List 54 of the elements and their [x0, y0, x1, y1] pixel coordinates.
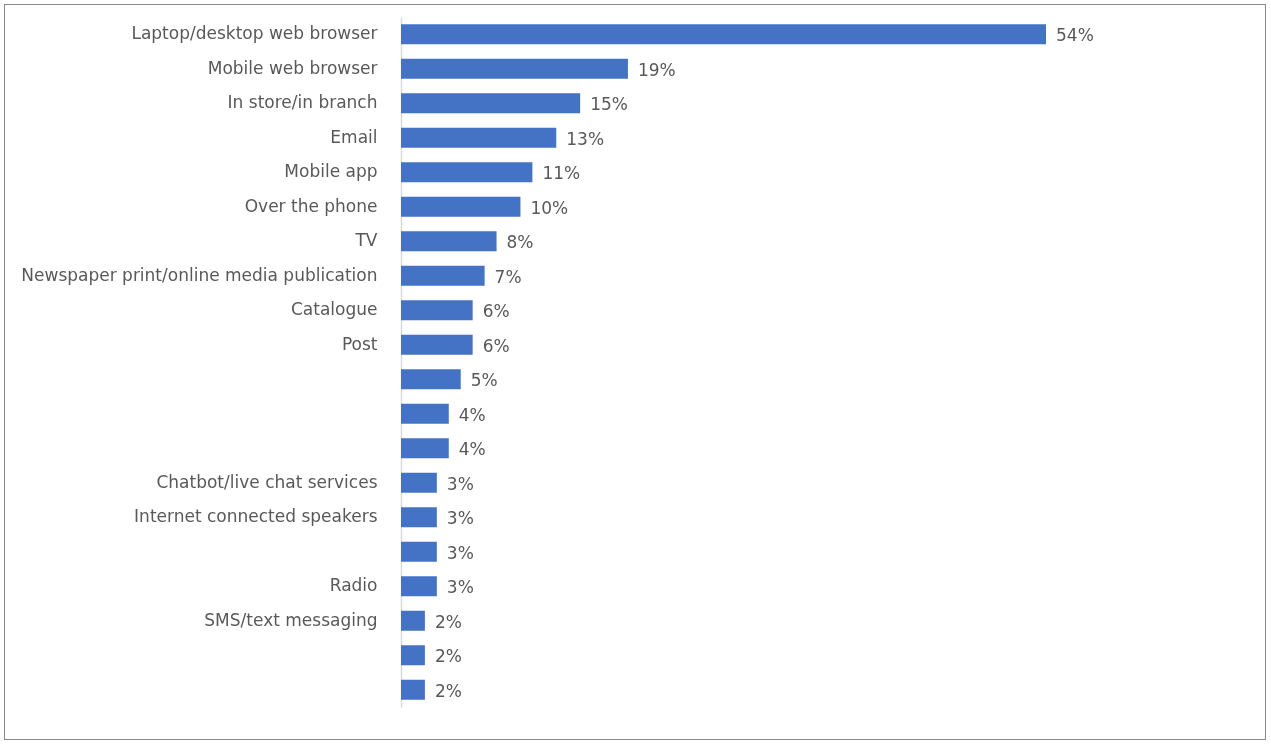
y-tick-label: Mobile app: [284, 161, 378, 182]
bar: [401, 403, 449, 424]
y-tick-label: Chatbot/live chat services: [156, 471, 378, 492]
data-label: 11%: [542, 163, 581, 184]
bar: [401, 196, 521, 217]
bar: [401, 231, 497, 252]
y-tick-label: Over the phone: [244, 195, 378, 216]
y-tick-label: Catalogue: [290, 299, 378, 320]
y-tick-label: Radio: [329, 575, 378, 596]
data-label: 3%: [446, 473, 474, 494]
data-label: 3%: [446, 542, 474, 563]
bar: [401, 610, 425, 631]
bar: [401, 472, 437, 493]
bar: [401, 300, 473, 321]
data-label: 2%: [434, 646, 462, 667]
y-tick-label: Email: [330, 126, 378, 147]
bar: [401, 645, 425, 666]
data-label: 7%: [494, 266, 522, 287]
data-label: 13%: [566, 128, 605, 149]
data-label: 8%: [506, 232, 534, 253]
data-label: 2%: [434, 680, 462, 701]
data-label: 10%: [530, 197, 569, 218]
data-label: 5%: [470, 370, 498, 391]
bar: [401, 369, 461, 390]
bar: [401, 438, 449, 459]
bar: [401, 58, 628, 79]
bar: [401, 127, 557, 148]
y-tick-label: Post: [341, 333, 378, 354]
data-label: 19%: [637, 59, 676, 80]
y-tick-label: TV: [354, 230, 378, 251]
data-label: 15%: [590, 94, 628, 115]
y-tick-label: Newspaper print/online media publication: [21, 264, 378, 285]
data-label: 3%: [446, 577, 474, 598]
data-label: 6%: [482, 301, 510, 322]
bar: [401, 162, 533, 183]
y-tick-label: Internet connected speakers: [134, 506, 378, 527]
data-label: 2%: [434, 611, 462, 632]
data-label: 4%: [458, 404, 486, 425]
y-tick-label: In store/in branch: [227, 92, 378, 113]
bar: [401, 334, 473, 355]
bar: [401, 24, 1046, 45]
data-label: 4%: [458, 439, 486, 460]
y-tick-label: SMS/text messaging: [204, 609, 378, 630]
y-tick-label: Laptop/desktop web browser: [131, 23, 378, 44]
data-label: 54%: [1056, 25, 1094, 46]
bar: [401, 93, 581, 114]
data-label: 6%: [482, 335, 510, 356]
bar: [401, 265, 485, 286]
bar: [401, 541, 437, 562]
bar: [401, 507, 437, 528]
bar: [401, 576, 437, 597]
y-tick-label: Mobile web browser: [207, 57, 378, 78]
bar: [401, 679, 425, 700]
data-label: 3%: [446, 508, 474, 529]
